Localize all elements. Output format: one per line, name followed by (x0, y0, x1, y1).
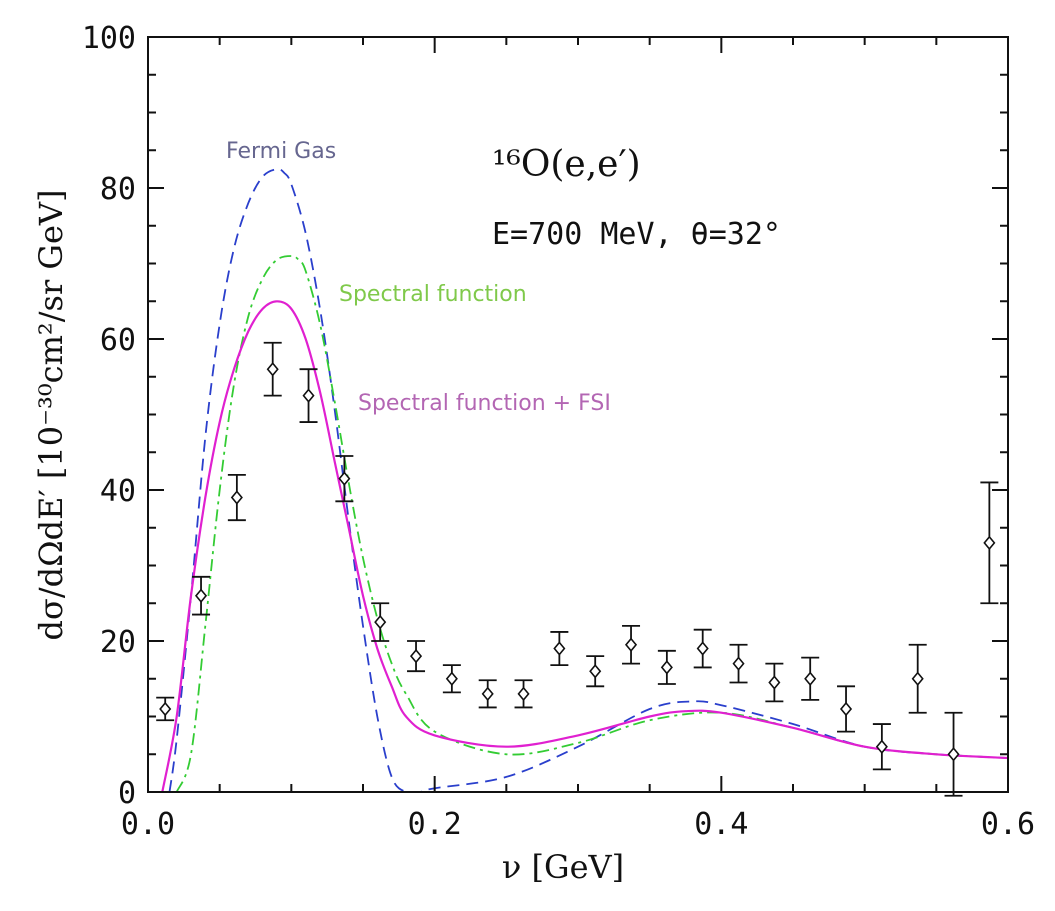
data-point (514, 679, 533, 709)
fermi-gas-curve (168, 168, 1009, 793)
y-tick-label: 100 (82, 21, 136, 56)
data-point (299, 368, 318, 423)
data-point (478, 679, 497, 709)
x-axis-title: ν [GeV] (502, 848, 624, 886)
data-point (729, 643, 748, 684)
data-point (156, 696, 175, 722)
data-point (227, 473, 246, 522)
data-points-layer (156, 341, 999, 797)
data-point (837, 685, 856, 733)
y-tick-label: 0 (118, 776, 136, 811)
tick-labels-layer: 0.0 0.2 0.4 0.6 0 20 40 60 80 100 (82, 21, 1035, 842)
data-point (944, 711, 963, 797)
data-point (657, 649, 676, 685)
data-point (407, 640, 426, 673)
data-point (586, 655, 605, 688)
data-point (335, 455, 354, 503)
y-tick-label: 80 (100, 172, 136, 207)
curves-layer (161, 168, 1009, 793)
x-tick-label: 0.4 (694, 807, 748, 842)
ticks-layer (147, 36, 1009, 793)
x-tick-label: 0.2 (408, 807, 462, 842)
data-point (765, 662, 784, 703)
kinematics-annotation: E=700 MeV, θ=32° (492, 217, 781, 252)
data-point (622, 625, 641, 665)
y-tick-label: 60 (100, 323, 136, 358)
fermi-gas-label: Fermi Gas (226, 139, 336, 164)
spectral-function-fsi-curve (161, 300, 1009, 793)
spectral-function-fsi-label: Spectral function + FSI (358, 391, 611, 416)
x-tick-label: 0.6 (981, 807, 1035, 842)
y-axis-title: dσ/dΩdE′ [10⁻³⁰cm²/sr GeV] (32, 189, 70, 640)
x-tick-label: 0.0 (121, 807, 175, 842)
data-point (801, 656, 820, 701)
data-point (371, 602, 390, 642)
spectral-function-label: Spectral function (339, 282, 527, 307)
data-point (192, 575, 211, 616)
reaction-annotation: ¹⁶O(e,e′) (492, 144, 641, 185)
data-point (442, 664, 461, 694)
data-point (980, 481, 999, 605)
spectral-function-curve (175, 255, 1009, 793)
data-point (872, 723, 891, 771)
data-point (908, 643, 927, 714)
data-point (263, 341, 282, 397)
y-tick-label: 20 (100, 625, 136, 660)
data-point (693, 628, 712, 669)
y-tick-label: 40 (100, 474, 136, 509)
data-point (550, 631, 569, 667)
